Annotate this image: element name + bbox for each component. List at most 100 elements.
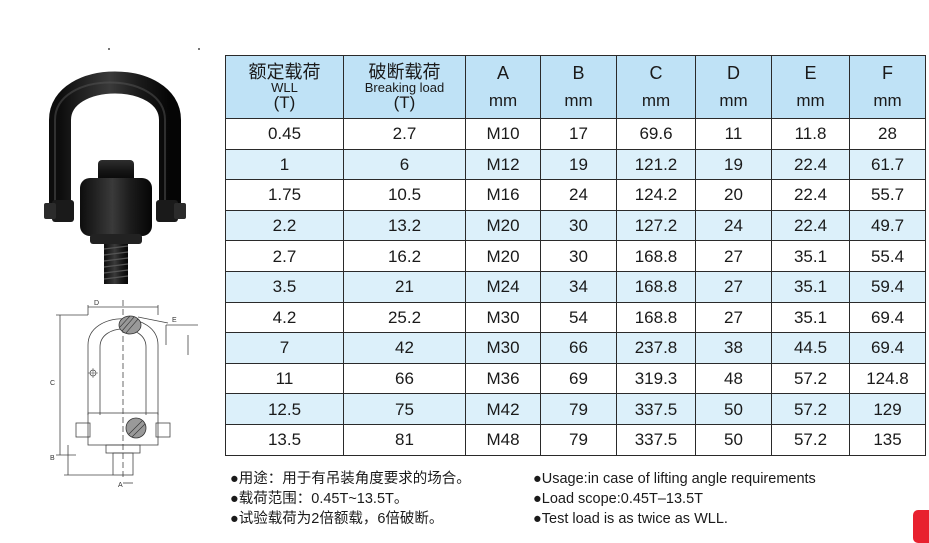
cell-d: 50 [695, 393, 772, 425]
note-test-load-cn: ●试验载荷为2倍额载，6倍破断。 [230, 511, 444, 527]
cell-wll: 13.5 [225, 423, 344, 456]
cell-breaking-load: 13.2 [343, 209, 466, 242]
header-breaking-load: 破断载荷 Breaking load (T) [343, 55, 466, 119]
cell-c: 121.2 [616, 148, 696, 181]
cell-c: 168.8 [616, 270, 696, 303]
header-d-unit: mm [719, 91, 748, 110]
cell-a: M12 [465, 148, 541, 181]
header-b-letter: B [572, 63, 585, 83]
cell-wll: 12.5 [225, 393, 344, 425]
cell-breaking-load: 75 [343, 393, 466, 425]
cell-a: M24 [465, 270, 541, 303]
table-row: 2.2 13.2 M20 30 127.2 24 22.4 49.7 [225, 209, 926, 242]
cell-f: 69.4 [849, 332, 926, 364]
cell-f: 129 [849, 393, 926, 425]
dim-label-c: C [50, 380, 55, 387]
header-wll-en: WLL [271, 79, 298, 95]
dim-label-d: D [94, 300, 99, 307]
cell-c: 337.5 [616, 423, 696, 456]
cell-breaking-load: 25.2 [343, 301, 466, 334]
cell-a: M20 [465, 240, 541, 272]
cell-a: M42 [465, 393, 541, 425]
cell-f: 124.8 [849, 362, 926, 395]
dim-label-b: B [50, 455, 55, 462]
table-row: 0.45 2.7 M10 17 69.6 11 11.8 28 [225, 118, 926, 150]
cell-c: 168.8 [616, 301, 696, 334]
cell-wll: 2.2 [225, 209, 344, 242]
cell-wll: 7 [225, 332, 344, 364]
header-b-unit: mm [564, 91, 593, 110]
header-wll-unit: (T) [273, 92, 296, 112]
cell-d: 27 [695, 301, 772, 334]
cell-e: 22.4 [771, 209, 850, 242]
cell-c: 124.2 [616, 179, 696, 211]
hoist-ring-photo [44, 71, 186, 284]
red-side-tab[interactable] [913, 510, 929, 543]
header-a-unit: mm [488, 91, 518, 110]
cell-wll: 1.75 [225, 179, 344, 211]
dim-label-a: A [118, 482, 123, 489]
cell-d: 38 [695, 332, 772, 364]
cell-d: 48 [695, 362, 772, 395]
cell-c: 168.8 [616, 240, 696, 272]
cell-e: 35.1 [771, 301, 850, 334]
header-f-letter: F [882, 63, 893, 83]
cell-breaking-load: 10.5 [343, 179, 466, 211]
cell-e: 57.2 [771, 423, 850, 456]
cell-d: 19 [695, 148, 772, 181]
cell-breaking-load: 81 [343, 423, 466, 456]
cell-b: 30 [540, 240, 617, 272]
table-row: 7 42 M30 66 237.8 38 44.5 69.4 [225, 332, 926, 364]
cell-b: 79 [540, 393, 617, 425]
header-f: F mm [849, 55, 926, 119]
table-row: 13.5 81 M48 79 337.5 50 57.2 135 [225, 423, 926, 456]
cell-b: 34 [540, 270, 617, 303]
cell-d: 27 [695, 270, 772, 303]
cell-f: 49.7 [849, 209, 926, 242]
cell-e: 44.5 [771, 332, 850, 364]
note-usage-cn: ●用途：用于有吊装角度要求的场合。 [230, 471, 471, 487]
cell-d: 20 [695, 179, 772, 211]
cell-wll: 0.45 [225, 118, 344, 150]
cell-e: 22.4 [771, 179, 850, 211]
notes-chinese: ●用途：用于有吊装角度要求的场合。 ●载荷范围：0.45T~13.5T。 ●试验… [230, 469, 471, 529]
cell-b: 66 [540, 332, 617, 364]
cell-wll: 1 [225, 148, 344, 181]
cell-b: 54 [540, 301, 617, 334]
header-e: E mm [771, 55, 850, 119]
dim-label-e: E [172, 317, 177, 324]
cell-a: M30 [465, 301, 541, 334]
table-row: 2.7 16.2 M20 30 168.8 27 35.1 55.4 [225, 240, 926, 272]
cell-wll: 2.7 [225, 240, 344, 272]
header-a: A mm [465, 55, 541, 119]
header-c-unit: mm [641, 91, 671, 110]
cell-c: 127.2 [616, 209, 696, 242]
cell-wll: 4.2 [225, 301, 344, 334]
cell-d: 11 [695, 118, 772, 150]
cell-f: 59.4 [849, 270, 926, 303]
specifications-table: 额定载荷 WLL (T) 破断载荷 Breaking load (T) A mm… [225, 55, 926, 456]
cell-a: M48 [465, 423, 541, 456]
header-c: C mm [616, 55, 696, 119]
header-wll-cn: 额定载荷 [248, 61, 321, 82]
table-row: 11 66 M36 69 319.3 48 57.2 124.8 [225, 362, 926, 395]
cell-f: 135 [849, 423, 926, 456]
cell-wll: 3.5 [225, 270, 344, 303]
cell-b: 79 [540, 423, 617, 456]
cell-c: 237.8 [616, 332, 696, 364]
header-e-unit: mm [796, 91, 825, 110]
cell-e: 22.4 [771, 148, 850, 181]
cell-f: 28 [849, 118, 926, 150]
cell-d: 50 [695, 423, 772, 456]
header-breaking-en: Breaking load [364, 79, 445, 95]
cell-d: 27 [695, 240, 772, 272]
cell-e: 35.1 [771, 240, 850, 272]
cell-b: 24 [540, 179, 617, 211]
cell-a: M16 [465, 179, 541, 211]
speck [108, 48, 110, 50]
cell-b: 30 [540, 209, 617, 242]
speck [198, 48, 200, 50]
header-breaking-cn: 破断载荷 [368, 61, 441, 82]
cell-f: 69.4 [849, 301, 926, 334]
header-wll: 额定载荷 WLL (T) [225, 55, 344, 119]
